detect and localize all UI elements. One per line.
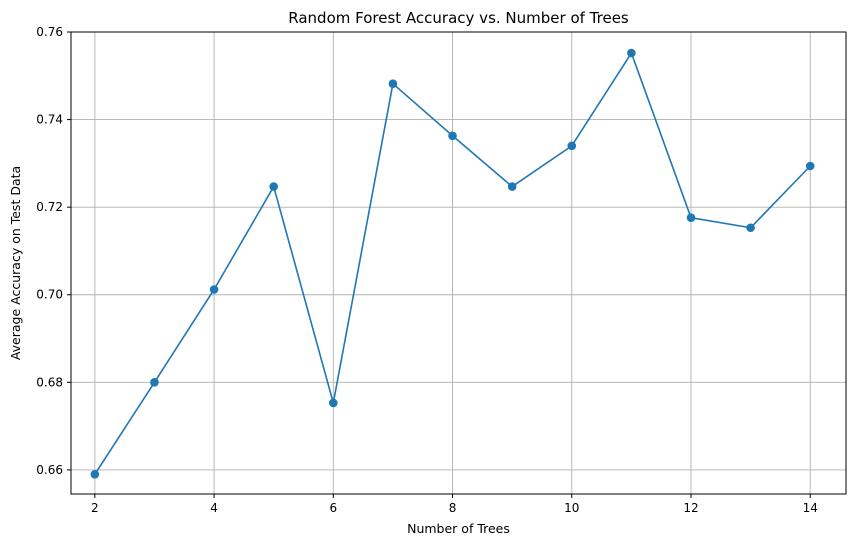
x-tick-label: 14 [803, 501, 818, 515]
y-tick-label: 0.74 [36, 113, 63, 127]
data-points [90, 48, 815, 479]
x-tick-label: 12 [683, 501, 698, 515]
data-point [329, 398, 338, 408]
y-tick-label: 0.76 [36, 25, 63, 39]
y-axis-label: Average Accuracy on Test Data [8, 166, 23, 360]
data-point [627, 48, 636, 58]
chart-title: Random Forest Accuracy vs. Number of Tre… [288, 9, 629, 27]
y-tick-label: 0.66 [36, 463, 63, 477]
data-point [567, 141, 577, 151]
x-tick-label: 10 [564, 501, 579, 515]
x-axis-ticks: 2 4 6 8 10 12 14 [91, 494, 818, 515]
x-tick-label: 6 [329, 501, 337, 515]
plot-frame [70, 31, 847, 495]
data-point [448, 131, 457, 141]
data-point [746, 223, 755, 233]
data-point [269, 182, 278, 191]
data-point [209, 285, 219, 294]
data-point [150, 378, 159, 387]
data-point [90, 469, 100, 479]
x-tick-label: 4 [210, 501, 218, 515]
x-tick-label: 2 [91, 501, 99, 515]
y-axis-ticks: 0.66 0.68 0.70 0.72 0.74 0.76 [36, 25, 71, 477]
data-point [507, 182, 517, 191]
data-point [388, 79, 398, 88]
y-tick-label: 0.70 [36, 288, 63, 302]
y-tick-label: 0.68 [36, 375, 63, 389]
x-tick-label: 8 [449, 501, 457, 515]
data-point [805, 161, 815, 171]
y-tick-label: 0.72 [36, 200, 63, 214]
x-axis-label: Number of Trees [407, 521, 510, 536]
data-point [686, 213, 696, 222]
